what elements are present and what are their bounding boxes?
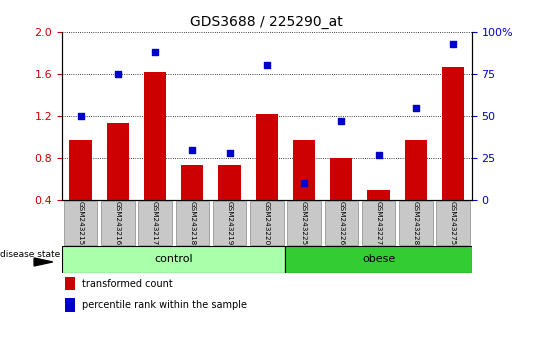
Point bbox=[151, 49, 160, 55]
Text: GSM243226: GSM243226 bbox=[338, 201, 344, 245]
Text: control: control bbox=[154, 254, 193, 264]
Text: transformed count: transformed count bbox=[82, 279, 173, 289]
Text: GSM243228: GSM243228 bbox=[413, 201, 419, 245]
FancyBboxPatch shape bbox=[287, 201, 321, 245]
Bar bbox=[255, 114, 278, 200]
Point bbox=[262, 63, 271, 68]
Text: GSM243216: GSM243216 bbox=[115, 201, 121, 245]
Bar bbox=[107, 123, 129, 200]
Point bbox=[77, 113, 85, 119]
Bar bbox=[442, 67, 464, 200]
FancyBboxPatch shape bbox=[176, 201, 209, 245]
Bar bbox=[330, 158, 353, 200]
FancyBboxPatch shape bbox=[250, 201, 284, 245]
Bar bbox=[181, 165, 204, 200]
Point bbox=[225, 150, 234, 156]
Text: GSM243220: GSM243220 bbox=[264, 201, 270, 245]
Text: GSM243218: GSM243218 bbox=[189, 201, 195, 245]
FancyBboxPatch shape bbox=[139, 201, 172, 245]
FancyBboxPatch shape bbox=[399, 201, 432, 245]
Title: GDS3688 / 225290_at: GDS3688 / 225290_at bbox=[190, 16, 343, 29]
Bar bbox=[62, 246, 286, 273]
Point bbox=[300, 180, 308, 186]
Text: GSM243219: GSM243219 bbox=[226, 201, 232, 245]
Text: obese: obese bbox=[362, 254, 395, 264]
FancyBboxPatch shape bbox=[213, 201, 246, 245]
FancyBboxPatch shape bbox=[101, 201, 135, 245]
Bar bbox=[144, 72, 166, 200]
Bar bbox=[70, 140, 92, 200]
Bar bbox=[65, 298, 75, 312]
Text: disease state: disease state bbox=[1, 250, 61, 259]
FancyBboxPatch shape bbox=[362, 201, 395, 245]
Text: percentile rank within the sample: percentile rank within the sample bbox=[82, 300, 247, 310]
Point bbox=[374, 152, 383, 158]
FancyBboxPatch shape bbox=[436, 201, 470, 245]
FancyBboxPatch shape bbox=[324, 201, 358, 245]
Bar bbox=[405, 140, 427, 200]
Text: GSM243227: GSM243227 bbox=[376, 201, 382, 245]
FancyBboxPatch shape bbox=[64, 201, 98, 245]
Point bbox=[337, 118, 345, 124]
Bar bbox=[286, 246, 472, 273]
Point bbox=[114, 71, 122, 77]
Point bbox=[448, 41, 457, 46]
Bar bbox=[293, 140, 315, 200]
Text: GSM243215: GSM243215 bbox=[78, 201, 84, 245]
Bar bbox=[368, 189, 390, 200]
Bar bbox=[65, 277, 75, 290]
Bar bbox=[218, 165, 241, 200]
Polygon shape bbox=[34, 258, 53, 266]
Text: GSM243217: GSM243217 bbox=[152, 201, 158, 245]
Text: GSM243275: GSM243275 bbox=[450, 201, 456, 245]
Point bbox=[411, 105, 420, 110]
Text: GSM243225: GSM243225 bbox=[301, 201, 307, 245]
Point bbox=[188, 147, 197, 152]
